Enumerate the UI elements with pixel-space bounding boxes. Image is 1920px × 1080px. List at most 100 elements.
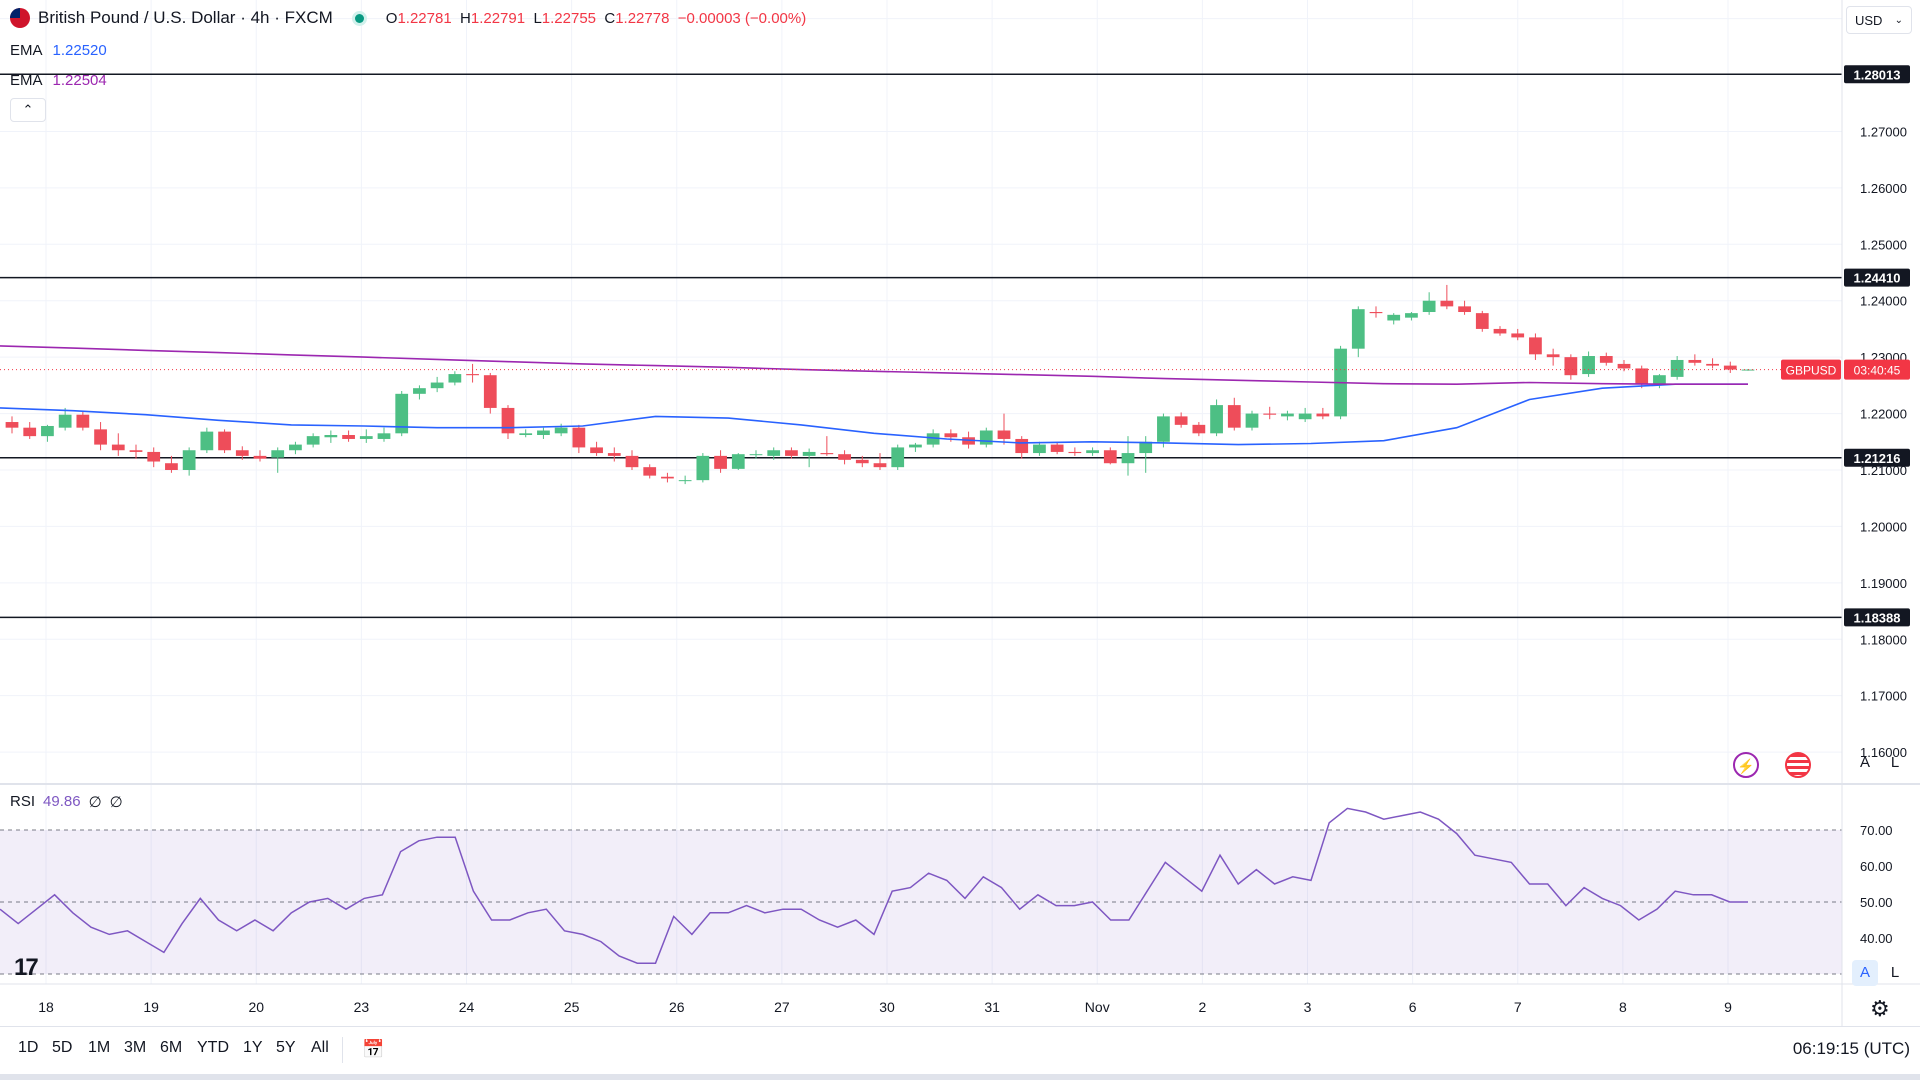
rsi-axis-tick-label: 40.00 — [1860, 931, 1893, 946]
calendar-range-icon[interactable]: 📅 — [362, 1039, 385, 1059]
price-axis-tick-label: 1.19000 — [1860, 576, 1907, 591]
x-axis-tick-label: 30 — [879, 999, 895, 1015]
range-1y-button[interactable]: 1Y — [243, 1039, 263, 1056]
candle-body — [1564, 357, 1578, 376]
ema-label: EMA — [10, 42, 43, 59]
range-1m-button[interactable]: 1M — [88, 1039, 111, 1056]
candle-body — [661, 476, 674, 479]
horizontal-level-label: 1.18388 — [1854, 610, 1901, 625]
candle-body — [1192, 424, 1206, 434]
rsi-legend[interactable]: RSI 49.86 ∅ ∅ — [10, 793, 123, 811]
candle-body — [41, 425, 54, 437]
tradingview-logo[interactable]: 17 — [14, 954, 39, 981]
rsi-auto-scale-button[interactable]: A — [1852, 960, 1878, 986]
candle-body — [767, 450, 781, 456]
gear-icon[interactable]: ⚙ — [1870, 996, 1890, 1021]
candle-body — [430, 382, 444, 389]
x-axis-tick-label: 18 — [38, 999, 54, 1015]
candle-body — [218, 431, 231, 451]
candle-body — [165, 463, 178, 470]
candle-body — [1440, 300, 1454, 307]
rsi-value: 49.86 — [43, 793, 81, 810]
candle-body — [501, 407, 515, 434]
candle-body — [1298, 413, 1312, 420]
lightning-icon[interactable]: ⚡ — [1733, 752, 1759, 778]
price-axis-tick-label: 1.27000 — [1860, 124, 1907, 139]
bottom-toolbar: 1D 5D 1M 3M 6M YTD 1Y 5Y All 📅 06:19:15 … — [0, 1026, 1920, 1075]
candle-body — [1263, 413, 1277, 415]
gbp-usd-flag-icon — [10, 8, 30, 28]
symbol-title[interactable]: British Pound / U.S. Dollar · 4h · FXCM — [38, 8, 333, 27]
currency-value: USD — [1855, 13, 1883, 28]
candle-body — [1351, 309, 1365, 349]
candle-body — [1493, 328, 1507, 334]
collapse-legend-button[interactable]: ⌃ — [10, 98, 46, 122]
ema-line — [0, 345, 1748, 386]
range-5y-button[interactable]: 5Y — [276, 1039, 296, 1056]
rsi-line — [0, 807, 1748, 964]
candle-body — [147, 451, 161, 462]
candle-body — [1316, 413, 1330, 417]
toolbar-divider — [342, 1037, 343, 1063]
log-scale-button[interactable]: L — [1890, 754, 1900, 771]
candle-body — [1086, 450, 1099, 454]
candle-body — [1511, 333, 1525, 338]
range-1d-button[interactable]: 1D — [18, 1039, 39, 1056]
price-axis-tick-label: 1.20000 — [1860, 519, 1907, 534]
horizontal-level-badge — [1844, 448, 1910, 467]
candle-body — [23, 427, 37, 437]
candle-body — [1706, 363, 1719, 366]
x-axis-tick-label: 8 — [1619, 999, 1627, 1015]
price-axis-tick-label: 1.24000 — [1860, 294, 1907, 309]
candle-body — [5, 422, 19, 428]
candle-body — [413, 388, 426, 394]
rsi-label: RSI — [10, 793, 36, 810]
range-6m-button[interactable]: 6M — [160, 1039, 183, 1056]
ema-line — [0, 383, 1748, 446]
candle-body — [1103, 450, 1117, 464]
market-open-icon — [354, 13, 364, 23]
candle-body — [76, 414, 90, 428]
candle-body — [1458, 306, 1471, 313]
us-flag-icon[interactable] — [1785, 752, 1811, 778]
price-axis-tick-label: 1.21000 — [1860, 463, 1907, 478]
candle-body — [1422, 300, 1436, 313]
rsi-extra-1: ∅ — [88, 794, 102, 811]
rsi-log-scale-button[interactable]: L — [1890, 964, 1900, 981]
utc-clock[interactable]: 06:19:15 (UTC) — [1792, 1039, 1910, 1058]
candle-body — [306, 436, 320, 445]
x-axis-tick-label: Nov — [1085, 999, 1110, 1015]
candle-body — [979, 430, 993, 445]
auto-scale-button[interactable]: A — [1859, 754, 1870, 771]
price-axis-tick-label: 1.18000 — [1860, 632, 1907, 647]
currency-selector[interactable]: USD ⌄ — [1846, 6, 1912, 34]
candle-body — [200, 431, 214, 451]
x-axis-tick-label: 3 — [1304, 999, 1312, 1015]
chevron-down-icon: ⌄ — [1894, 15, 1903, 26]
chart-canvas[interactable]: 1.28013 1.24410 1.21216 1.18388 70.00 60.00 5… — [0, 0, 1920, 1026]
range-all-button[interactable]: All — [311, 1039, 329, 1056]
candle-body — [838, 454, 851, 460]
candle-body — [1121, 453, 1135, 464]
candle-body — [820, 453, 834, 455]
candle-body — [324, 435, 338, 438]
candle-body — [554, 427, 568, 434]
x-axis-tick-label: 19 — [143, 999, 159, 1015]
candle-body — [1387, 314, 1401, 321]
range-3m-button[interactable]: 3M — [124, 1039, 147, 1056]
candle-body — [1068, 451, 1082, 454]
rsi-axis-tick-label: 70.00 — [1860, 823, 1893, 838]
x-axis-tick-label: 6 — [1409, 999, 1417, 1015]
candle-body — [678, 480, 692, 482]
ema-legend-2[interactable]: EMA 1.22504 — [10, 72, 107, 89]
rsi-axis-tick-label: 60.00 — [1860, 859, 1893, 874]
range-ytd-button[interactable]: YTD — [197, 1039, 229, 1056]
candle-body — [1599, 356, 1613, 363]
candle-body — [1050, 444, 1064, 452]
candle-body — [855, 459, 869, 464]
ema-legend-1[interactable]: EMA 1.22520 — [10, 42, 107, 59]
range-5d-button[interactable]: 5D — [52, 1039, 73, 1056]
candle-body — [1529, 337, 1542, 355]
candle-body — [1245, 413, 1259, 428]
candle-body — [58, 414, 72, 428]
